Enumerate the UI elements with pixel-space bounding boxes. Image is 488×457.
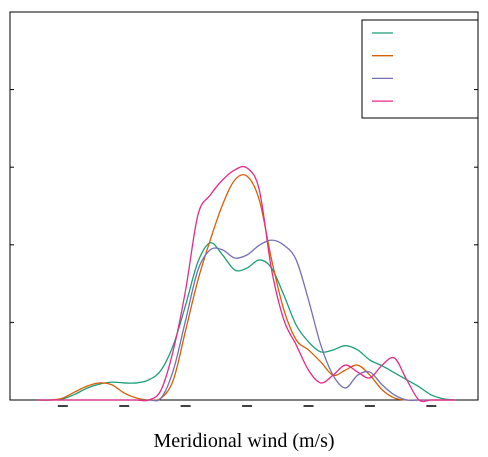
- series-line: [38, 242, 456, 401]
- series-line: [38, 165, 456, 403]
- plot-frame: [9, 11, 479, 401]
- series-line: [38, 239, 456, 402]
- x-axis-label: Meridional wind (m/s): [153, 430, 334, 452]
- legend-box: [361, 19, 479, 119]
- series-line: [38, 173, 456, 401]
